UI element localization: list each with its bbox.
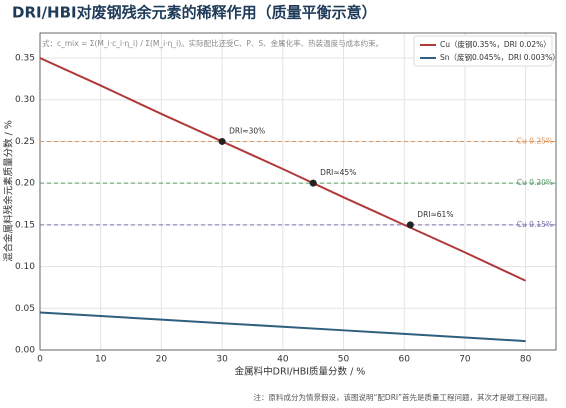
marker xyxy=(309,179,317,187)
x-axis-label: 金属料中DRI/HBI质量分数 / % xyxy=(235,366,366,378)
series-line xyxy=(40,311,526,343)
x-tick-label: 30 xyxy=(216,355,228,365)
reference-label: Cu 0.20% xyxy=(517,178,553,187)
x-tick-label: 0 xyxy=(37,355,43,365)
annotation: 式：c_mix = Σ(M_i·c_i·η_i) / Σ(M_i·η_i)。实际… xyxy=(42,38,383,48)
legend-label: Sn（废钢0.045%，DRI 0.003%） xyxy=(440,52,560,62)
y-tick-label: 0.35 xyxy=(15,54,35,64)
x-tick-label: 50 xyxy=(338,355,350,365)
y-tick-label: 0.00 xyxy=(15,346,35,356)
series-line xyxy=(40,57,527,282)
marker-label: DRI≈30% xyxy=(229,126,265,135)
plot-frame xyxy=(39,32,557,351)
marker xyxy=(218,137,226,145)
plot-area: 式：c_mix = Σ(M_i·c_i·η_i) / Σ(M_i·η_i)。实际… xyxy=(40,38,556,343)
marker-label: DRI≈45% xyxy=(320,168,356,177)
x-tick-label: 60 xyxy=(399,355,411,365)
reference-label: Cu 0.25% xyxy=(517,136,553,145)
y-tick-label: 0.10 xyxy=(15,262,35,272)
legend-label: Cu（废钢0.35%，DRI 0.02%） xyxy=(440,39,551,49)
footnote: 注：原料成分为情景假设，该图说明“配DRI”首先是质量工程问题，其次才是碳工程问… xyxy=(254,392,552,402)
reference-label: Cu 0.15% xyxy=(517,220,553,229)
x-tick-label: 10 xyxy=(95,355,107,365)
y-axis-label: 混合金属料残余元素质量分数 / % xyxy=(3,120,15,262)
legend: Cu（废钢0.35%，DRI 0.02%） Sn（废钢0.045%，DRI 0.0… xyxy=(413,35,560,67)
marker xyxy=(406,221,414,229)
y-tick-label: 0.05 xyxy=(15,304,35,314)
y-tick-label: 0.20 xyxy=(15,179,35,189)
y-tick-label: 0.25 xyxy=(15,137,35,147)
x-tick-label: 70 xyxy=(459,355,471,365)
x-tick-label: 40 xyxy=(277,355,289,365)
x-tick-label: 20 xyxy=(156,355,168,365)
legend-box xyxy=(413,35,553,67)
y-tick-label: 0.30 xyxy=(15,95,35,105)
y-tick-label: 0.15 xyxy=(15,220,35,230)
x-tick-label: 80 xyxy=(520,355,532,365)
chart-title: DRI/HBI对废钢残余元素的稀释作用（质量平衡示意） xyxy=(12,4,377,22)
marker-label: DRI≈61% xyxy=(417,210,453,219)
